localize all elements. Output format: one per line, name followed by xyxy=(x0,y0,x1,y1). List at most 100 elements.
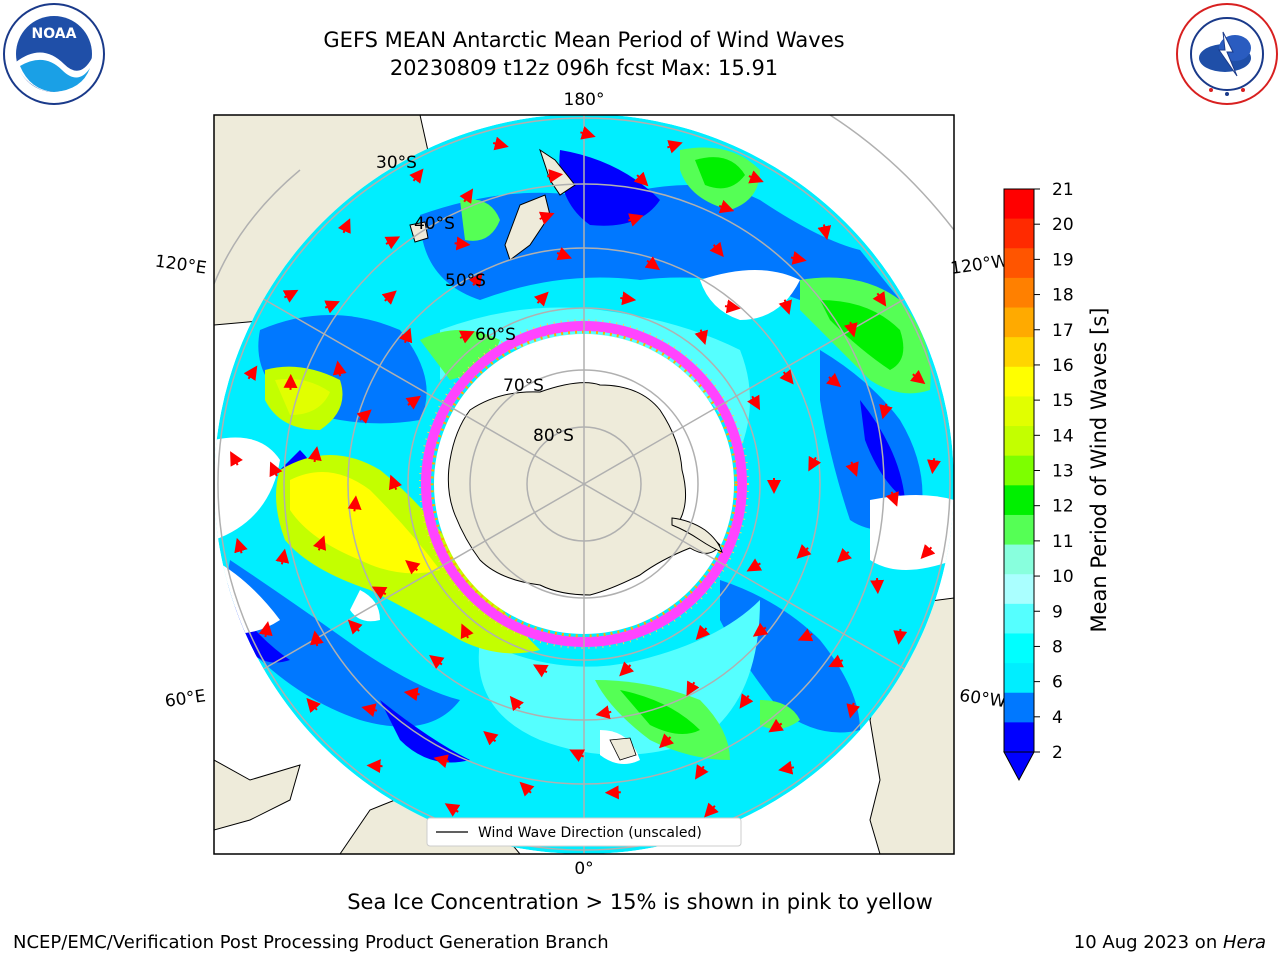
wave-direction-arrow xyxy=(779,369,794,385)
wave-direction-arrow xyxy=(746,558,763,572)
wave-direction-arrow xyxy=(324,300,340,314)
wave-direction-arrow xyxy=(509,695,525,712)
wave-direction-arrow xyxy=(366,759,383,774)
lat-label-40s: 40°S xyxy=(414,214,455,234)
wave-direction-arrow xyxy=(492,136,509,151)
wave-direction-arrow xyxy=(384,236,401,250)
wave-direction-arrow xyxy=(405,560,421,575)
colorbar-tick-label: 6 xyxy=(1052,673,1063,693)
wave-direction-arrow xyxy=(695,624,711,640)
colorbar-label: Mean Period of Wind Waves [s] xyxy=(1087,308,1111,633)
wave-direction-arrow xyxy=(885,491,899,507)
colorbar-tick-label: 20 xyxy=(1052,215,1074,235)
wave-direction-arrow xyxy=(870,578,885,595)
wave-direction-arrow xyxy=(628,213,644,227)
colorbar-swatch xyxy=(1004,455,1034,486)
colorbar-tick-label: 13 xyxy=(1052,462,1074,482)
wave-direction-arrow xyxy=(381,290,397,305)
wave-direction-arrow xyxy=(454,236,471,251)
wave-direction-arrow xyxy=(533,291,549,307)
wave-direction-arrow xyxy=(879,403,893,420)
lon-label-60w: 60°W xyxy=(958,686,1007,712)
wave-direction-arrow xyxy=(361,703,378,718)
wave-direction-arrow xyxy=(337,218,351,234)
colorbar-swatch xyxy=(1004,633,1034,664)
colorbar-swatch xyxy=(1004,248,1034,279)
wave-direction-arrow xyxy=(403,687,420,702)
wave-direction-arrow xyxy=(644,256,661,271)
colorbar-swatch xyxy=(1004,514,1034,546)
lon-label-60e: 60°E xyxy=(164,686,207,711)
footer-date: 10 Aug 2023 on Hera xyxy=(1073,932,1266,953)
wave-direction-arrow xyxy=(910,369,926,385)
wave-direction-arrow xyxy=(307,446,322,463)
colorbar-swatch xyxy=(1004,663,1034,694)
sea-ice-caption: Sea Ice Concentration > 15% is shown in … xyxy=(347,890,933,914)
noaa-logo-icon: NOAA xyxy=(3,3,105,105)
lon-label-120w: 120°W xyxy=(949,251,1009,279)
colorbar-swatch xyxy=(1004,692,1034,723)
chart-title: GEFS MEAN Antarctic Mean Period of Wind … xyxy=(323,28,845,52)
wind-wave-direction-arrows xyxy=(230,126,941,839)
wave-direction-arrow xyxy=(686,680,700,697)
wave-direction-arrow xyxy=(356,409,372,424)
colorbar-swatch xyxy=(1004,485,1034,516)
lat-label-70s: 70°S xyxy=(503,376,544,396)
wave-direction-arrow xyxy=(468,272,483,288)
wave-direction-arrow xyxy=(519,781,535,797)
wave-direction-arrow xyxy=(796,544,812,559)
wave-direction-arrow xyxy=(306,697,321,714)
wave-direction-arrow xyxy=(872,291,887,307)
wave-direction-arrow xyxy=(620,291,637,306)
wave-direction-arrow xyxy=(269,461,283,478)
colorbar: 21 20 19 18 17 16 15 14 13 12 11 10 9 8 6 4 2 xyxy=(1003,180,1074,782)
footer-credit: NCEP/EMC/Verification Post Processing Pr… xyxy=(13,932,609,953)
chart-subtitle: 20230809 t12z 096h fcst Max: 15.91 xyxy=(389,56,779,80)
map-legend: Wind Wave Direction (unscaled) xyxy=(426,817,742,847)
wave-direction-arrow xyxy=(309,630,324,647)
wave-direction-arrow xyxy=(633,171,649,187)
colorbar-swatch xyxy=(1004,307,1034,338)
wave-direction-arrow xyxy=(409,168,424,184)
colorbar-swatch xyxy=(1004,189,1034,220)
lon-label-0: 0° xyxy=(574,859,593,879)
colorbar-tick-label: 17 xyxy=(1052,321,1074,341)
wave-direction-arrow xyxy=(230,451,243,467)
colorbar-swatch xyxy=(1004,396,1034,427)
colorbar-tick-label: 4 xyxy=(1052,708,1063,728)
wave-direction-arrow xyxy=(569,749,585,763)
wave-direction-arrow xyxy=(790,251,807,265)
lat-label-30s: 30°S xyxy=(376,153,417,173)
wave-direction-arrow xyxy=(388,474,402,491)
colorbar-tick-label: 9 xyxy=(1052,602,1063,622)
land-africa xyxy=(214,759,301,831)
wave-direction-arrow xyxy=(234,537,248,554)
wave-direction-arrow xyxy=(595,705,612,720)
lon-label-120e: 120°E xyxy=(154,252,208,279)
wave-direction-arrow xyxy=(920,544,936,560)
colorbar-swatch xyxy=(1004,544,1034,575)
wave-direction-arrow xyxy=(778,299,792,315)
wave-direction-arrow xyxy=(667,140,683,154)
wave-direction-arrow xyxy=(556,247,573,261)
wave-direction-arrow xyxy=(399,327,413,344)
colorbar-tick-label: 19 xyxy=(1052,250,1074,270)
lat-label-50s: 50°S xyxy=(445,271,486,291)
wave-direction-arrow xyxy=(405,395,421,410)
colorbar-tick-label: 2 xyxy=(1052,743,1063,763)
colorbar-tick-label: 15 xyxy=(1052,391,1074,411)
wave-direction-arrow xyxy=(619,661,635,677)
wave-direction-arrow xyxy=(659,733,674,749)
wave-direction-arrow xyxy=(836,547,852,563)
colorbar-swatch xyxy=(1004,277,1034,309)
lat-label-80s: 80°S xyxy=(533,426,574,446)
wave-direction-arrow xyxy=(709,241,724,258)
wave-direction-arrow xyxy=(817,224,832,241)
colorbar-tick-label: 10 xyxy=(1052,567,1074,587)
wave-direction-arrow xyxy=(347,619,363,635)
wave-direction-arrow xyxy=(429,655,445,670)
wave-direction-arrow xyxy=(846,702,861,719)
wave-direction-arrow xyxy=(704,802,719,818)
lon-label-180: 180° xyxy=(564,90,605,110)
